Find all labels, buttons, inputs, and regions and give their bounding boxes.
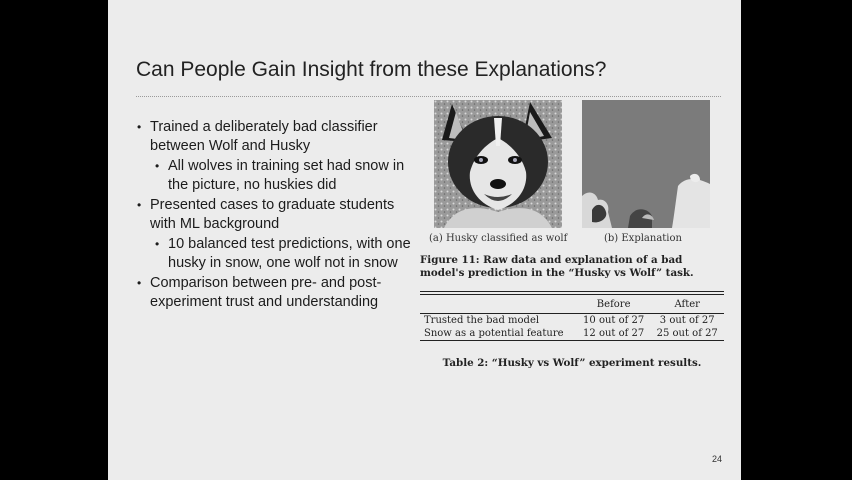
- table-cell: Snow as a potential feature: [424, 328, 564, 339]
- bullet-item: Comparison between pre- and post-experim…: [136, 274, 411, 311]
- caption-husky: (a) Husky classified as wolf: [429, 233, 568, 244]
- table-row: Trusted the bad model 10 out of 27 3 out…: [420, 313, 724, 328]
- title-divider: [136, 96, 721, 97]
- sub-bullet-item: All wolves in training set had snow in t…: [136, 157, 411, 194]
- table-row: Snow as a potential feature 12 out of 27…: [420, 327, 724, 341]
- explanation-image: [582, 100, 710, 228]
- slide-title: Can People Gain Insight from these Expla…: [136, 58, 607, 81]
- table-top-rule: [420, 291, 724, 292]
- results-table: Before After Trusted the bad model 10 ou…: [420, 291, 724, 341]
- husky-photo: [434, 100, 562, 228]
- table-cell: 10 out of 27: [583, 315, 645, 326]
- figure-caption: Figure 11: Raw data and explanation of a…: [420, 254, 694, 279]
- table-cell: 25 out of 27: [656, 328, 718, 339]
- bullet-item: Trained a deliberately bad classifier be…: [136, 118, 411, 155]
- header-cell: After: [674, 299, 700, 310]
- table-cell: 12 out of 27: [583, 328, 645, 339]
- husky-image: [434, 100, 562, 228]
- page-number: 24: [712, 454, 723, 464]
- explanation-mask: [582, 100, 710, 228]
- header-cell: [420, 295, 577, 314]
- header-cell: Before: [596, 299, 631, 310]
- table-cell: Trusted the bad model: [424, 315, 540, 326]
- table-header-row: Before After: [420, 295, 724, 314]
- table-top-rule: [420, 294, 724, 295]
- caption-explanation: (b) Explanation: [604, 233, 682, 244]
- table-cell: 3 out of 27: [659, 315, 715, 326]
- bullet-list: Trained a deliberately bad classifier be…: [136, 118, 411, 313]
- table-caption: Table 2: “Husky vs Wolf” experiment resu…: [442, 357, 702, 369]
- sub-bullet-item: 10 balanced test predictions, with one h…: [136, 235, 411, 272]
- slide: Can People Gain Insight from these Expla…: [108, 0, 741, 480]
- bullet-item: Presented cases to graduate students wit…: [136, 196, 411, 233]
